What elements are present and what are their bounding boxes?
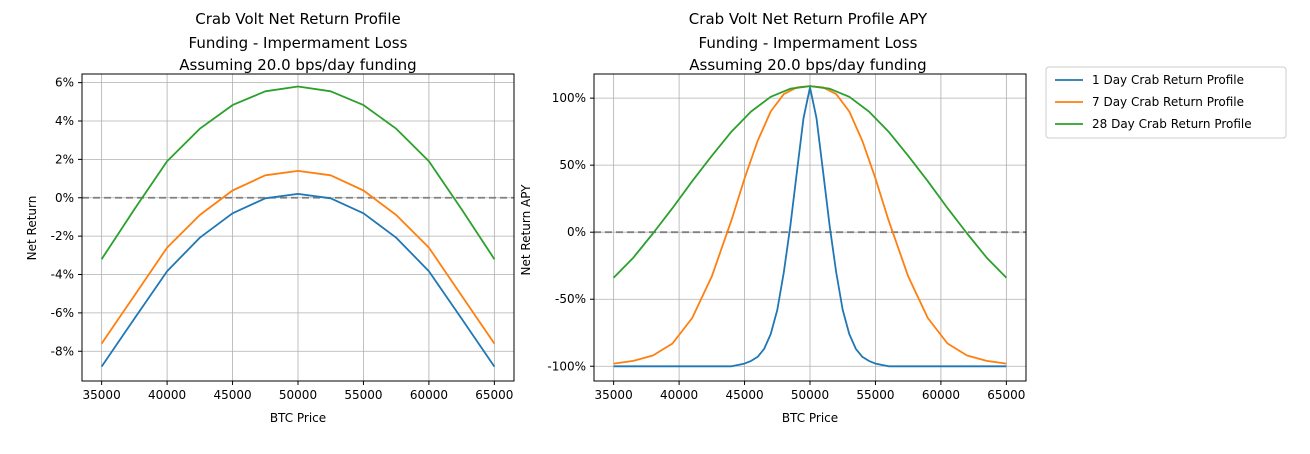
x-tick-label: 40000 [660, 388, 698, 402]
y-axis-label: Net Return APY [519, 184, 533, 276]
y-tick-label: 100% [552, 91, 586, 105]
legend-label-28day: 28 Day Crab Return Profile [1092, 117, 1252, 131]
x-tick-label: 45000 [213, 388, 251, 402]
series-line-28-day [612, 85, 1008, 279]
x-tick-label: 60000 [922, 388, 960, 402]
y-tick-label: 0% [567, 225, 586, 239]
x-tick-label: 65000 [475, 388, 513, 402]
series-line-28-day [100, 85, 496, 260]
grid [594, 74, 1026, 381]
legend: 1 Day Crab Return Profile 7 Day Crab Ret… [1045, 66, 1287, 139]
series-line-1-day [613, 86, 1007, 368]
x-axis-ticks: 35000 40000 45000 50000 55000 60000 65000 [595, 381, 1025, 402]
series-lines [100, 85, 496, 368]
y-tick-label: 4% [55, 114, 74, 128]
legend-box [1045, 66, 1287, 139]
chart-title-line-2: Funding - Impermament Loss [699, 34, 918, 52]
grid [82, 74, 514, 381]
chart-net-return-apy: Crab Volt Net Return Profile APY Funding… [519, 10, 1027, 425]
x-tick-label: 65000 [987, 388, 1025, 402]
y-tick-label: -100% [547, 359, 586, 373]
y-tick-label: 6% [55, 76, 74, 90]
x-tick-label: 55000 [344, 388, 382, 402]
y-axis-ticks: -8% -6% -4% -2% 0% 2% 4% 6% [51, 76, 82, 358]
chart-title-line-3: Assuming 20.0 bps/day funding [689, 56, 926, 74]
legend-label-7day: 7 Day Crab Return Profile [1092, 95, 1244, 109]
x-axis-ticks: 35000 40000 45000 50000 55000 60000 65000 [83, 381, 513, 402]
x-tick-label: 35000 [595, 388, 633, 402]
x-tick-label: 55000 [856, 388, 894, 402]
y-tick-label: -4% [51, 268, 74, 282]
chart-title-line-1: Crab Volt Net Return Profile [195, 10, 401, 28]
x-tick-label: 45000 [725, 388, 763, 402]
x-tick-label: 40000 [148, 388, 186, 402]
x-tick-label: 50000 [279, 388, 317, 402]
y-tick-label: 50% [559, 158, 586, 172]
y-tick-label: -8% [51, 344, 74, 358]
y-tick-label: -50% [555, 292, 586, 306]
x-tick-label: 35000 [83, 388, 121, 402]
x-tick-label: 60000 [410, 388, 448, 402]
y-tick-label: -6% [51, 306, 74, 320]
legend-label-1day: 1 Day Crab Return Profile [1092, 73, 1244, 87]
y-axis-label: Net Return [25, 196, 39, 261]
y-axis-ticks: -100% -50% 0% 50% 100% [547, 91, 594, 373]
series-lines [612, 85, 1008, 368]
series-line-1-day [100, 192, 496, 368]
y-tick-label: -2% [51, 229, 74, 243]
y-tick-label: 2% [55, 152, 74, 166]
series-line-7-day [100, 169, 496, 345]
chart-title-line-1: Crab Volt Net Return Profile APY [689, 10, 928, 28]
y-tick-label: 0% [55, 191, 74, 205]
chart-net-return: Crab Volt Net Return Profile Funding - I… [25, 10, 515, 425]
chart-title-line-2: Funding - Impermament Loss [189, 34, 408, 52]
chart-title-line-3: Assuming 20.0 bps/day funding [179, 56, 416, 74]
x-tick-label: 50000 [791, 388, 829, 402]
x-axis-label: BTC Price [270, 411, 326, 425]
x-axis-label: BTC Price [782, 411, 838, 425]
